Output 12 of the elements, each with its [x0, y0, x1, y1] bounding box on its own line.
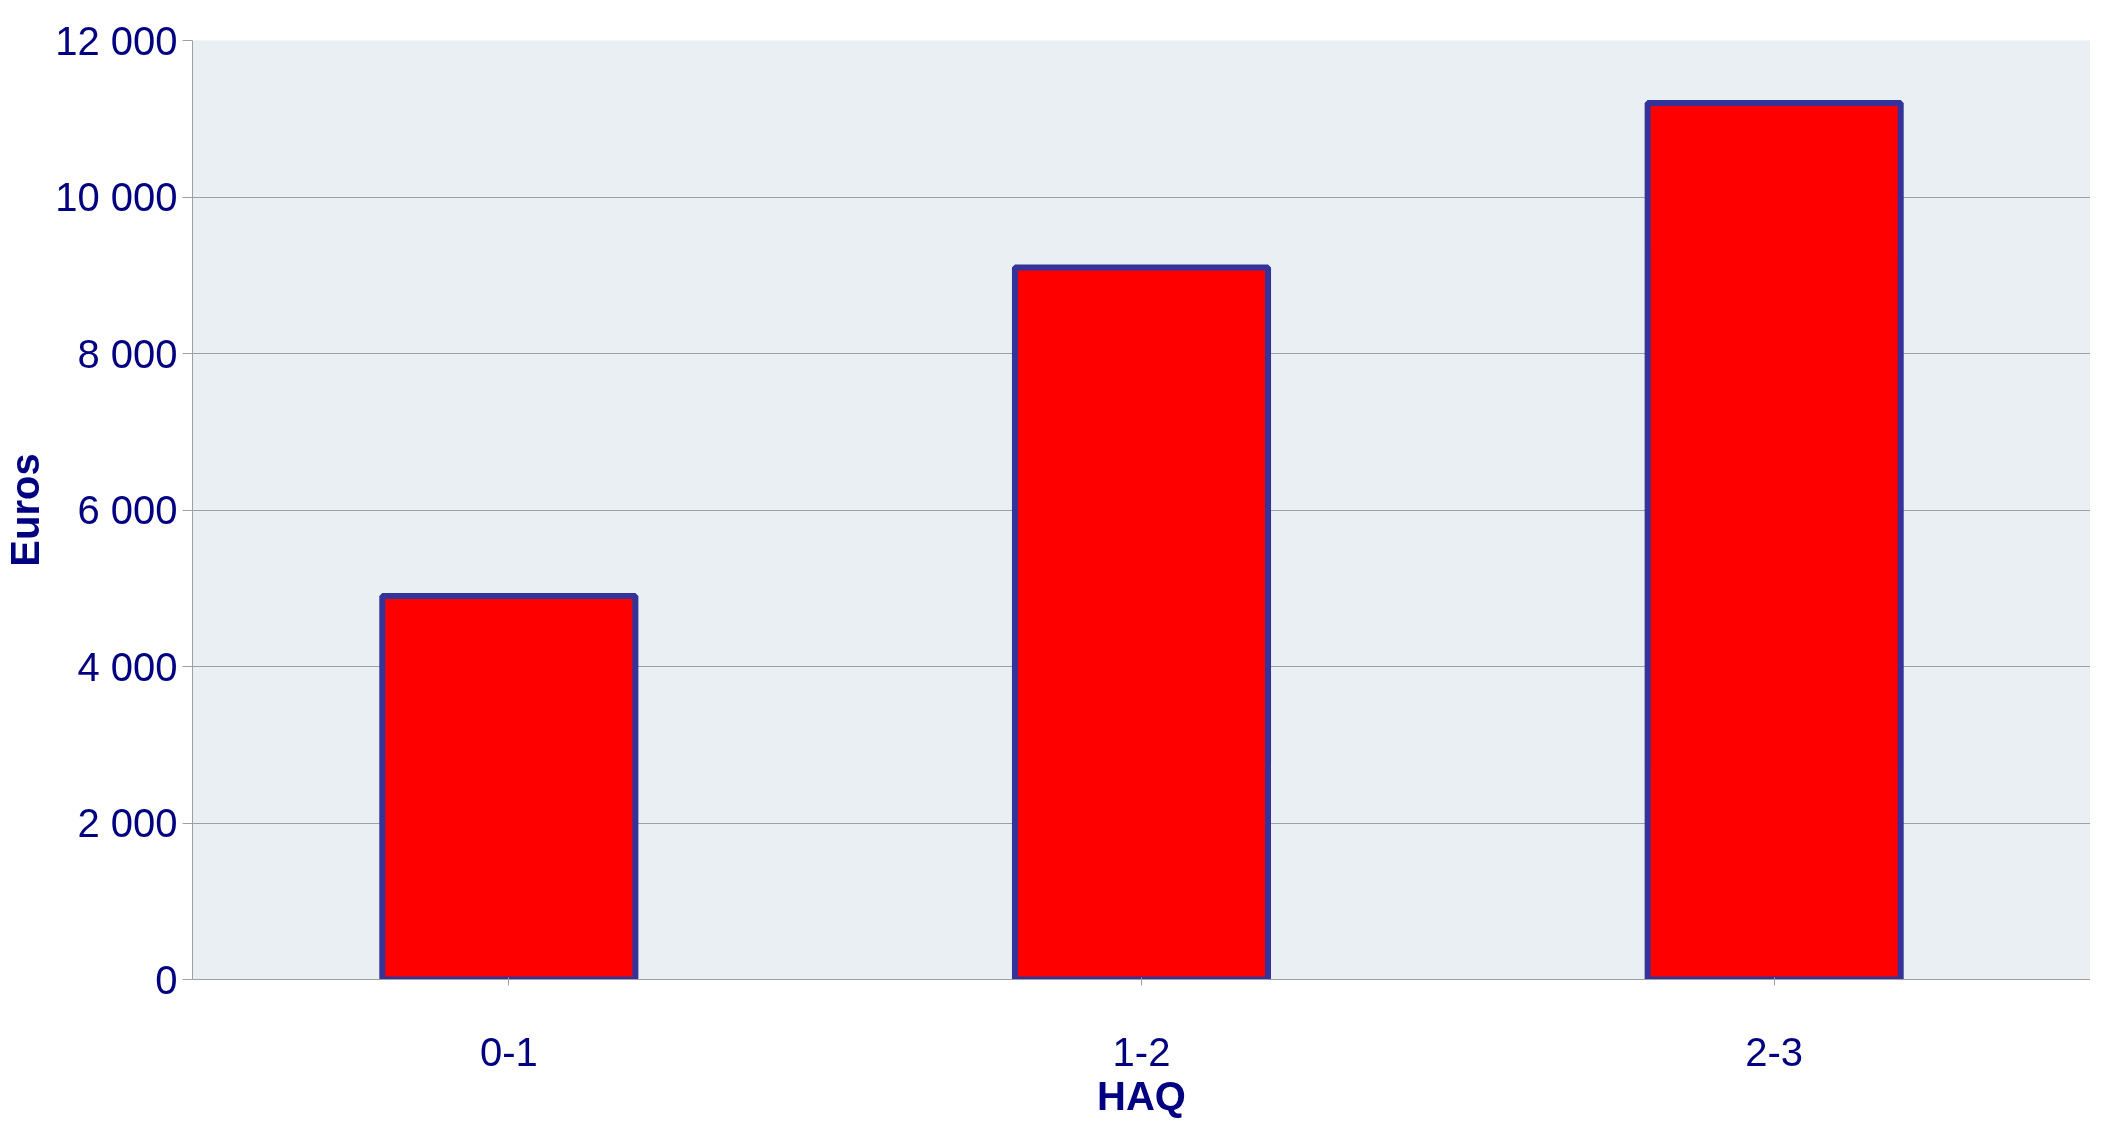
y-tick-label: 2 000 — [77, 801, 178, 845]
y-tick-label: 4 000 — [77, 644, 178, 689]
x-tick-label: 1-2 — [1112, 1029, 1171, 1074]
y-tick-label: 12 000 — [55, 18, 178, 63]
y-tick-label: 10 000 — [55, 175, 178, 219]
y-tick-label: 8 000 — [77, 331, 178, 376]
x-tick-label: 0-1 — [479, 1029, 538, 1074]
x-tick-label: 2-3 — [1745, 1029, 1804, 1074]
x-axis-title: HAQ — [1097, 1073, 1186, 1118]
y-tick-label: 0 — [155, 957, 178, 1002]
y-axis-title: Euros — [3, 453, 48, 567]
y-tick-label: 6 000 — [77, 488, 178, 532]
